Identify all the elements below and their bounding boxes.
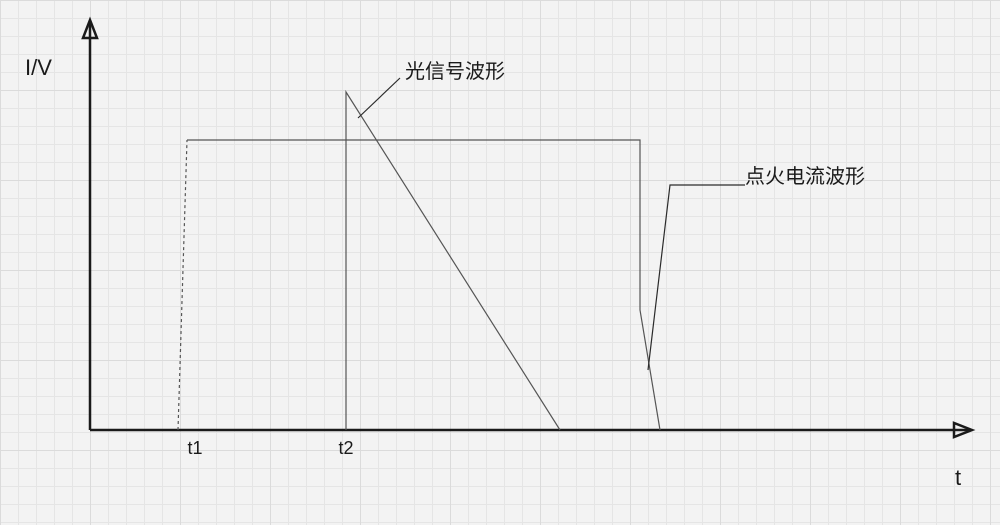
leader-light-signal xyxy=(358,78,400,118)
diagram-canvas: I/V t t1 t2 光信号波形 点火电流波形 xyxy=(0,0,1000,525)
ignition-leading-dashed xyxy=(178,140,187,430)
callout-ignition-current: 点火电流波形 xyxy=(745,160,865,189)
y-axis-label: I/V xyxy=(25,55,52,81)
axes xyxy=(83,20,972,437)
x-axis-label: t xyxy=(955,465,961,491)
tick-label-t1: t1 xyxy=(187,438,202,459)
light-signal-polyline xyxy=(346,92,560,430)
leader-ignition-current xyxy=(648,185,745,370)
ignition-current-curve xyxy=(178,140,660,430)
ignition-current-polyline xyxy=(187,140,660,430)
tick-label-t2: t2 xyxy=(338,438,353,459)
callout-light-signal: 光信号波形 xyxy=(405,55,505,84)
